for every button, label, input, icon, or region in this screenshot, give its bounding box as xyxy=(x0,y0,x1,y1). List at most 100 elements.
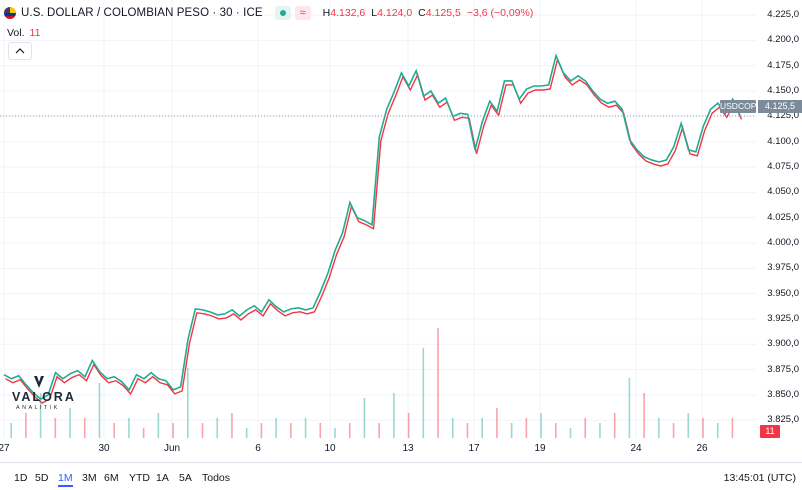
volume-bar xyxy=(216,418,219,438)
volume-bar xyxy=(407,413,410,438)
y-tick-label: 3.825,0 xyxy=(767,414,799,426)
volume-bar xyxy=(510,423,513,438)
range-button-5d[interactable]: 5D xyxy=(35,472,49,484)
volume-bar xyxy=(569,428,572,438)
chevron-up-icon[interactable] xyxy=(8,42,32,60)
x-tick-label: 26 xyxy=(696,443,708,454)
volume-bar xyxy=(304,418,307,438)
volume-bar xyxy=(731,418,734,438)
volume-bar xyxy=(451,418,454,438)
x-tick-label: 30 xyxy=(98,443,110,454)
volume-legend: Vol. 11 xyxy=(7,27,40,39)
volume-bar xyxy=(187,368,189,438)
volume-bar xyxy=(128,418,130,438)
volume-bar xyxy=(525,418,528,438)
range-button-1m[interactable]: 1M xyxy=(58,472,73,487)
volume-value: 11 xyxy=(29,27,41,39)
y-tick-label: 4.050,0 xyxy=(767,186,799,198)
volume-bar xyxy=(716,423,719,438)
y-tick-label: 4.025,0 xyxy=(767,211,799,223)
y-tick-label: 3.850,0 xyxy=(767,388,799,400)
volume-bar xyxy=(555,423,557,438)
range-button-3m[interactable]: 3M xyxy=(82,472,97,484)
y-tick-label: 3.900,0 xyxy=(767,338,799,350)
y-tick-label: 3.875,0 xyxy=(767,363,799,375)
wave-icon[interactable]: ≈ xyxy=(294,6,311,20)
high-value: 4.132,6 xyxy=(330,7,366,19)
volume-bar xyxy=(466,423,469,438)
symbol-price-tag: USDCOP xyxy=(720,100,757,113)
volume-bar xyxy=(378,423,380,438)
volume-bar xyxy=(687,413,690,438)
volume-bar xyxy=(702,418,704,438)
low-key: L xyxy=(371,7,378,19)
x-tick-label: 27 xyxy=(0,443,10,454)
volume-bar xyxy=(481,418,483,438)
volume-bar xyxy=(260,423,263,438)
range-button-ytd[interactable]: YTD xyxy=(129,472,150,484)
price-series xyxy=(3,53,743,404)
us-colombia-flag-icon xyxy=(4,7,16,19)
volume-bar xyxy=(113,423,115,438)
x-tick-label: 24 xyxy=(630,443,642,454)
volume-bar xyxy=(599,423,601,438)
x-tick-label: 19 xyxy=(534,443,546,454)
logo-word: VALORA xyxy=(12,390,76,404)
close-series-line xyxy=(3,53,741,400)
y-tick-label: 4.075,0 xyxy=(767,161,799,173)
low-series-line xyxy=(5,57,743,404)
y-tick-label: 4.225,0 xyxy=(767,9,799,21)
volume-bar xyxy=(172,423,174,438)
y-tick-label: 4.150,0 xyxy=(767,85,799,97)
volume-bar xyxy=(496,408,498,438)
volume-bar xyxy=(69,408,71,438)
x-tick-label: 13 xyxy=(402,443,414,454)
change-value: −3,6 (−0,09%) xyxy=(466,7,534,19)
volume-bar xyxy=(83,418,86,438)
volume-bar xyxy=(393,393,395,438)
volume-bar xyxy=(584,418,587,438)
range-button-6m[interactable]: 6M xyxy=(104,472,119,484)
close-key: C xyxy=(418,7,426,19)
range-button-1a[interactable]: 1A xyxy=(156,472,169,484)
symbol-title[interactable]: U.S. DOLLAR / COLOMBIAN PESO · 30 · ICE xyxy=(21,7,263,19)
close-value: 4.125,5 xyxy=(425,7,461,19)
y-tick-label: 4.100,0 xyxy=(767,135,799,147)
volume-bar xyxy=(275,418,277,438)
volume-bar xyxy=(201,423,204,438)
x-tick-label: 17 xyxy=(468,443,480,454)
clock[interactable]: 13:45:01 (UTC) xyxy=(723,472,796,484)
volume-bar xyxy=(245,428,248,438)
y-tick-label: 4.125,0 xyxy=(767,110,799,122)
x-tick-label: 6 xyxy=(255,443,261,454)
volume-bar xyxy=(658,418,660,438)
dot-icon[interactable] xyxy=(274,6,291,20)
volume-bar xyxy=(363,398,366,438)
volume-bar xyxy=(98,383,101,438)
range-button-5a[interactable]: 5A xyxy=(179,472,192,484)
volume-bar xyxy=(437,328,439,438)
volume-bar xyxy=(142,428,145,438)
x-tick-label: Jun xyxy=(163,443,181,454)
volume-bar xyxy=(643,393,645,438)
volume-bar xyxy=(319,423,322,438)
ohlc-values: H4.132,6 L4.124,0 C4.125,5 −3,6 (−0,09%) xyxy=(323,7,540,19)
volume-bar xyxy=(422,348,425,438)
logo-mark-icon xyxy=(34,376,44,388)
chart-legend: U.S. DOLLAR / COLOMBIAN PESO · 30 · ICE … xyxy=(4,5,539,21)
volume-bar xyxy=(540,413,542,438)
volume-label: Vol. xyxy=(7,27,25,39)
range-button-1d[interactable]: 1D xyxy=(14,472,28,484)
volume-bar xyxy=(39,393,42,438)
logo-sub: ANALITIK xyxy=(16,405,60,411)
y-tick-label: 4.175,0 xyxy=(767,59,799,71)
bottom-toolbar: 1D 5D 1M 3M 6M YTD 1A 5A Todos 13:45:01 (UTC) xyxy=(0,462,802,490)
y-tick-label: 3.975,0 xyxy=(767,262,799,274)
range-button-todos[interactable]: Todos xyxy=(202,472,231,484)
y-tick-label: 3.950,0 xyxy=(767,287,799,299)
volume-bar xyxy=(157,413,160,438)
volume-bar xyxy=(628,378,631,438)
volume-bar xyxy=(672,423,675,438)
x-tick-label: 10 xyxy=(324,443,336,454)
